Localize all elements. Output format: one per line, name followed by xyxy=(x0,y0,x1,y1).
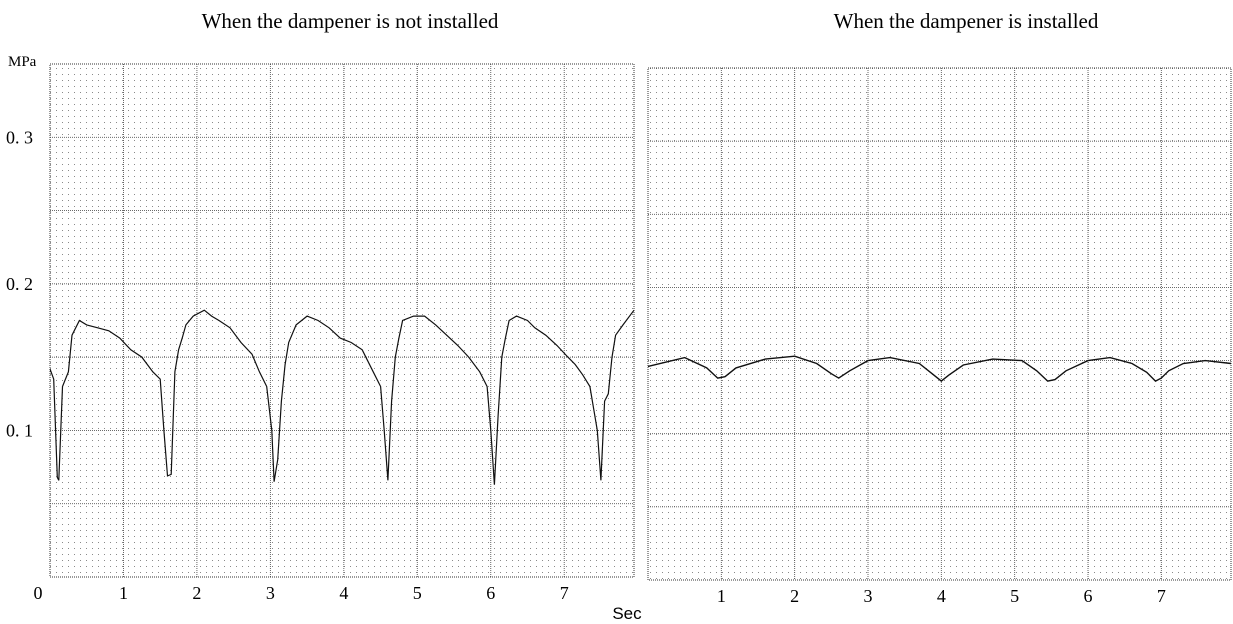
x-tick-label: 5 xyxy=(1010,586,1019,606)
x-tick-labels: 0 1 2 3 4 5 6 7 xyxy=(34,583,569,603)
y-tick-labels: 0. 1 0. 2 0. 3 xyxy=(6,127,33,440)
chart-title: When the dampener is not installed xyxy=(202,9,499,33)
gridlines xyxy=(648,68,1231,580)
y-axis-unit-label: MPa xyxy=(8,54,37,70)
chart-panel-no-dampener: When the dampener is not installed MPa 0… xyxy=(6,9,635,603)
plot-background xyxy=(50,64,634,577)
plot-frame xyxy=(49,63,635,578)
gridlines xyxy=(50,64,634,577)
x-axis-unit-label: Sec xyxy=(612,604,642,623)
x-tick-labels: 1 2 3 4 5 6 7 xyxy=(717,586,1166,606)
x-tick-label: 3 xyxy=(266,583,275,603)
x-tick-label: 5 xyxy=(413,583,422,603)
plot-frame xyxy=(647,67,1232,581)
x-tick-label: 2 xyxy=(790,586,799,606)
x-tick-label: 3 xyxy=(864,586,873,606)
x-tick-label: 4 xyxy=(937,586,946,606)
x-tick-label: 1 xyxy=(119,583,128,603)
x-tick-label: 6 xyxy=(1084,586,1093,606)
y-tick-label: 0. 3 xyxy=(6,127,33,147)
x-tick-label: 6 xyxy=(486,583,495,603)
y-tick-label: 0. 1 xyxy=(6,420,33,440)
x-tick-label: 0 xyxy=(34,583,43,603)
chart-title: When the dampener is installed xyxy=(834,9,1099,33)
x-tick-label: 4 xyxy=(339,583,348,603)
pressure-series-line xyxy=(49,309,635,485)
plot-background xyxy=(648,68,1231,580)
y-tick-label: 0. 2 xyxy=(6,274,33,294)
chart-panel-with-dampener: When the dampener is installed 1 2 3 4 5… xyxy=(647,9,1232,606)
x-tick-label: 1 xyxy=(717,586,726,606)
x-tick-label: 7 xyxy=(560,583,569,603)
pressure-series-line xyxy=(647,355,1232,382)
x-tick-label: 2 xyxy=(192,583,201,603)
x-tick-label: 7 xyxy=(1157,586,1166,606)
